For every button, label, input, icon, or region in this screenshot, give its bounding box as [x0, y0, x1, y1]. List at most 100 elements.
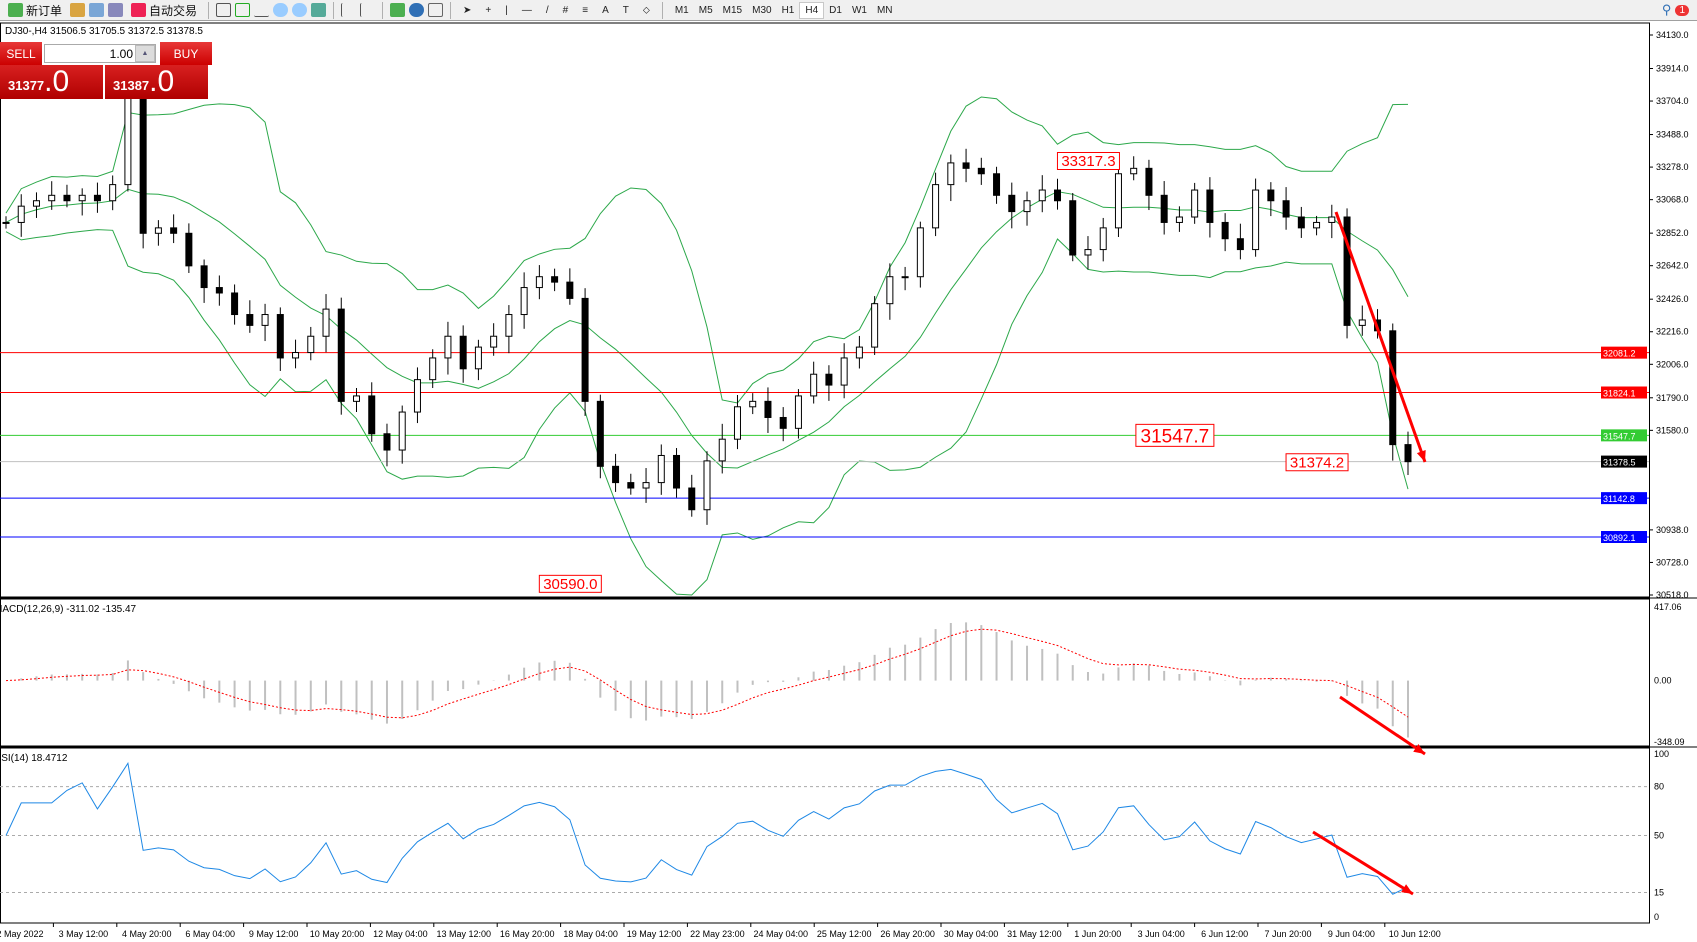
price-annotation-box — [538, 574, 602, 593]
bull-candle — [840, 357, 848, 386]
bull-candle — [1099, 227, 1107, 251]
trendline-tool[interactable]: / — [545, 4, 549, 16]
timeframe-m15[interactable]: M15 — [722, 4, 743, 16]
price-tick-label: 33278.0 — [1656, 162, 1689, 172]
bull-candle — [322, 308, 330, 337]
bull-candle — [292, 352, 300, 359]
bull-candle — [916, 227, 924, 278]
text-tool[interactable]: A — [602, 4, 609, 16]
bull-candle — [307, 335, 315, 354]
chart-shift-icon[interactable] — [360, 3, 375, 17]
signals-icon[interactable] — [108, 3, 124, 17]
horizontal-line-tool[interactable]: — — [521, 4, 532, 16]
price-line-tag — [1601, 386, 1647, 399]
text-label-tool[interactable]: T — [622, 4, 629, 16]
price-tick-label: 32006.0 — [1656, 359, 1689, 369]
bull-candle — [413, 379, 421, 413]
price-line-label: 30892.1 — [1603, 533, 1636, 543]
bull-candle — [886, 276, 894, 305]
auto-trading-button[interactable]: 自动交易 — [127, 1, 201, 20]
search-icon[interactable]: ⚲ — [1661, 2, 1672, 17]
lot-increase-button[interactable]: ▲ — [135, 45, 155, 62]
bull-candle — [490, 335, 498, 348]
price-line-tag — [1601, 346, 1647, 359]
periods-icon[interactable] — [409, 3, 425, 17]
price-tick-label: 33914.0 — [1656, 63, 1689, 73]
zoom-out-icon[interactable] — [292, 3, 308, 17]
bear-candle — [1160, 194, 1168, 223]
bar-chart-icon[interactable] — [216, 3, 232, 17]
timeframe-m1[interactable]: M1 — [674, 4, 689, 16]
bull-candle — [703, 460, 711, 511]
vertical-line-tool[interactable]: | — [505, 4, 508, 16]
bear-candle — [215, 287, 223, 294]
cursor-tool[interactable]: ➤ — [463, 4, 472, 16]
bear-candle — [63, 194, 71, 202]
bear-candle — [200, 265, 208, 289]
arrows-tool[interactable]: ⬦ — [642, 4, 650, 16]
price-line-label: 31824.1 — [1603, 389, 1636, 399]
notification-badge[interactable]: 1 — [1675, 4, 1689, 16]
price-tick-label: 32852.0 — [1656, 228, 1689, 238]
time-label: 10 Jun 12:00 — [1389, 929, 1441, 939]
time-label: 2 May 2022 — [0, 929, 44, 939]
navigator-icon[interactable] — [89, 3, 105, 17]
trend-arrow-rsi — [1312, 830, 1414, 896]
price-tick-label: 30938.0 — [1656, 525, 1689, 535]
bear-candle — [231, 292, 239, 316]
timeframe-m5[interactable]: M5 — [698, 4, 713, 16]
chart-area[interactable]: 34130.0 33914.0 33704.0 33488.0 33278.0 33068… — [0, 22, 1697, 942]
price-annotation: 31547.7 — [1141, 426, 1210, 447]
timeframe-mn[interactable]: MN — [876, 4, 893, 16]
price-tick-label: 30518.0 — [1656, 590, 1689, 600]
bull-candle — [520, 287, 528, 316]
divider — [208, 1, 210, 19]
indicators-icon[interactable] — [390, 3, 406, 17]
buy-button[interactable]: BUY — [160, 42, 212, 65]
bull-candle — [794, 395, 802, 429]
bear-candle — [459, 335, 467, 370]
bull-candle — [78, 194, 86, 202]
timeframe-m30[interactable]: M30 — [752, 4, 772, 16]
bull-candle — [1252, 189, 1260, 251]
trend-arrow-rsi-head — [1401, 884, 1413, 894]
timeframe-d1[interactable]: D1 — [829, 4, 842, 16]
macd-label: MACD(12,26,9) -311.02 -135.47 — [0, 604, 137, 615]
bollinger-lower — [5, 229, 1409, 596]
auto-scroll-icon[interactable] — [341, 3, 356, 17]
tile-windows-icon[interactable] — [311, 3, 327, 17]
sell-button[interactable]: SELL — [0, 42, 42, 65]
trend-arrow-macd-head — [1413, 743, 1425, 754]
price-line-tag — [1601, 429, 1647, 442]
timeframe-bar: M1 M5 M15 M30 H1 H4 D1 W1 MN — [670, 1, 898, 19]
time-label: 4 May 20:00 — [122, 929, 172, 939]
zoom-in-icon[interactable] — [273, 3, 289, 17]
fibonacci-tool[interactable]: ≡ — [582, 4, 589, 16]
new-order-button[interactable]: 新订单 — [4, 1, 66, 20]
bear-candle — [566, 281, 574, 299]
bear-candle — [185, 232, 193, 267]
timeframe-h4[interactable]: H4 — [799, 1, 825, 19]
time-label: 6 Jun 12:00 — [1201, 929, 1248, 939]
market-watch-icon[interactable] — [70, 3, 86, 17]
bear-candle — [383, 433, 391, 451]
bull-candle — [871, 303, 879, 348]
crosshair-tool[interactable]: + — [485, 4, 492, 16]
bear-candle — [1054, 189, 1061, 202]
rsi-label: RSI(14) 18.4712 — [0, 753, 68, 764]
timeframe-h1[interactable]: H1 — [781, 4, 795, 16]
line-chart-icon[interactable] — [254, 3, 270, 17]
buy-price[interactable]: 31387.0 — [105, 65, 208, 99]
sell-price[interactable]: 31377.0 — [0, 65, 103, 99]
price-tick-label: 32426.0 — [1656, 294, 1689, 304]
bear-candle — [1008, 194, 1016, 213]
price-tick-label: 32216.0 — [1656, 327, 1689, 337]
bear-candle — [993, 173, 1001, 196]
bear-candle — [581, 297, 589, 402]
timeframe-w1[interactable]: W1 — [851, 4, 867, 16]
templates-icon[interactable] — [428, 3, 444, 17]
equidistant-channel-tool[interactable]: # — [562, 4, 569, 16]
candlestick-chart-icon[interactable] — [235, 3, 251, 17]
lot-size-input[interactable]: 1.00 — [44, 44, 156, 63]
price-tick-label: 33488.0 — [1656, 130, 1689, 140]
